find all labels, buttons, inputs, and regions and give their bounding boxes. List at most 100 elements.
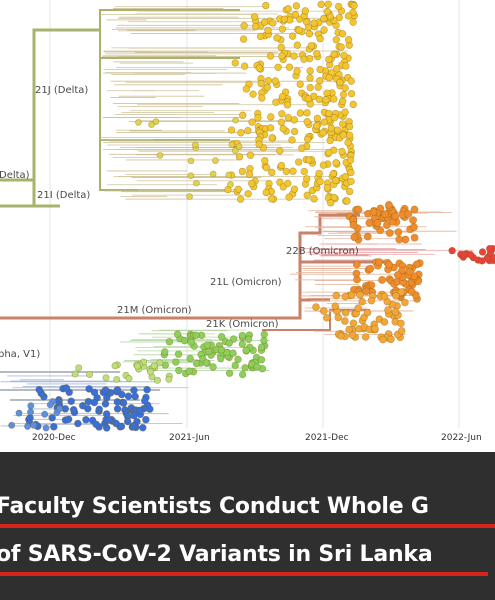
tree-tip — [410, 205, 419, 214]
tree-tip — [293, 41, 302, 49]
tree-tip — [239, 35, 248, 43]
tree-tip — [334, 2, 343, 11]
tree-tip — [293, 67, 301, 75]
tree-tip — [338, 97, 347, 105]
tree-tip — [289, 167, 297, 175]
tree-tip — [256, 32, 265, 41]
headline-line-1: Faculty Scientists Conduct Whole G — [0, 494, 429, 519]
tree-tip — [95, 405, 104, 414]
tree-tip — [284, 179, 292, 188]
tree-tip — [352, 269, 361, 278]
tree-tip — [209, 363, 217, 371]
tree-tip — [241, 364, 249, 372]
tree-tip — [326, 136, 334, 145]
tree-tip — [238, 340, 247, 348]
tree-tip — [339, 90, 348, 99]
tree-tip — [332, 159, 340, 167]
tree-tip — [320, 14, 328, 23]
tree-tip — [304, 94, 313, 103]
tree-tip — [113, 375, 121, 383]
tree-tip — [117, 390, 126, 399]
tree-tip — [363, 232, 372, 241]
tree-tip — [55, 405, 63, 413]
tree-tip — [235, 153, 244, 161]
tree-tip — [320, 26, 328, 34]
tree-tip — [331, 302, 340, 310]
tree-tip — [323, 314, 331, 322]
clade-label-21k-omicron: 21K (Omicron) — [206, 319, 279, 330]
tree-tip — [227, 126, 236, 134]
tree-tip — [217, 346, 226, 354]
tree-tip — [264, 26, 272, 35]
tree-tip — [356, 290, 364, 299]
tree-tip — [336, 78, 344, 86]
tree-tip — [62, 384, 71, 392]
tree-tip — [257, 356, 266, 364]
tree-tip — [217, 332, 226, 341]
tree-tip — [82, 416, 90, 424]
tree-tip — [345, 122, 354, 131]
tree-tip — [313, 50, 321, 58]
tree-tip — [253, 362, 261, 371]
tree-tip — [303, 117, 311, 126]
tree-tip — [71, 370, 79, 378]
tree-tip — [324, 0, 332, 8]
tree-tip — [330, 50, 338, 58]
tree-tip — [337, 332, 345, 340]
tree-tip — [298, 144, 306, 152]
tree-tip — [316, 65, 324, 74]
tree-tip — [349, 18, 357, 26]
tree-tip — [146, 405, 154, 413]
tree-tip — [134, 362, 142, 370]
tree-tip — [101, 386, 110, 394]
tree-tip — [313, 114, 322, 123]
phylogenetic-tree: 21J (Delta) Delta) 21I (Delta) 22B (Omic… — [0, 0, 495, 443]
tree-tip — [175, 366, 183, 375]
tree-tip — [86, 370, 94, 378]
tree-tip — [405, 267, 414, 276]
tree-tip — [325, 55, 333, 64]
tree-tip — [283, 101, 292, 109]
tree-tip — [296, 109, 305, 117]
tree-tip — [404, 209, 413, 218]
tree-tip — [239, 111, 247, 119]
tree-tip — [397, 288, 406, 296]
tree-tip — [290, 116, 299, 124]
tree-tip — [401, 298, 409, 307]
tree-tip — [186, 193, 193, 200]
tree-tip — [263, 83, 272, 91]
tree-tip — [102, 374, 110, 382]
tree-tip — [323, 184, 332, 192]
tree-tip — [101, 400, 110, 408]
tree-tip — [244, 190, 252, 198]
tree-tip — [330, 193, 338, 202]
tree-tip — [319, 129, 327, 137]
tree-tip — [202, 359, 210, 367]
tree-tip — [225, 369, 234, 377]
tree-tip — [371, 324, 379, 333]
tree-tip — [334, 313, 343, 322]
tree-tip — [231, 59, 239, 67]
tree-tip — [486, 244, 494, 253]
tree-tip — [251, 22, 260, 31]
tree-tip — [312, 303, 320, 311]
tree-tip — [316, 76, 324, 85]
tree-tip — [260, 18, 269, 26]
tree-tip — [316, 34, 324, 43]
tree-tip — [315, 169, 323, 178]
tree-tip — [344, 138, 352, 147]
tree-tip — [228, 141, 236, 148]
tree-tip — [301, 7, 310, 15]
tree-tip — [330, 95, 338, 103]
tree-tip — [373, 219, 382, 227]
tree-tip — [409, 216, 417, 225]
tree-tip — [185, 367, 193, 375]
tree-tip — [367, 296, 376, 305]
tree-branch — [0, 213, 390, 320]
tree-tip — [191, 141, 199, 149]
tree-tip — [248, 118, 256, 126]
tree-tip — [375, 258, 384, 266]
tree-tip — [278, 25, 287, 33]
tree-tip — [90, 388, 99, 397]
tree-tip — [345, 131, 354, 139]
